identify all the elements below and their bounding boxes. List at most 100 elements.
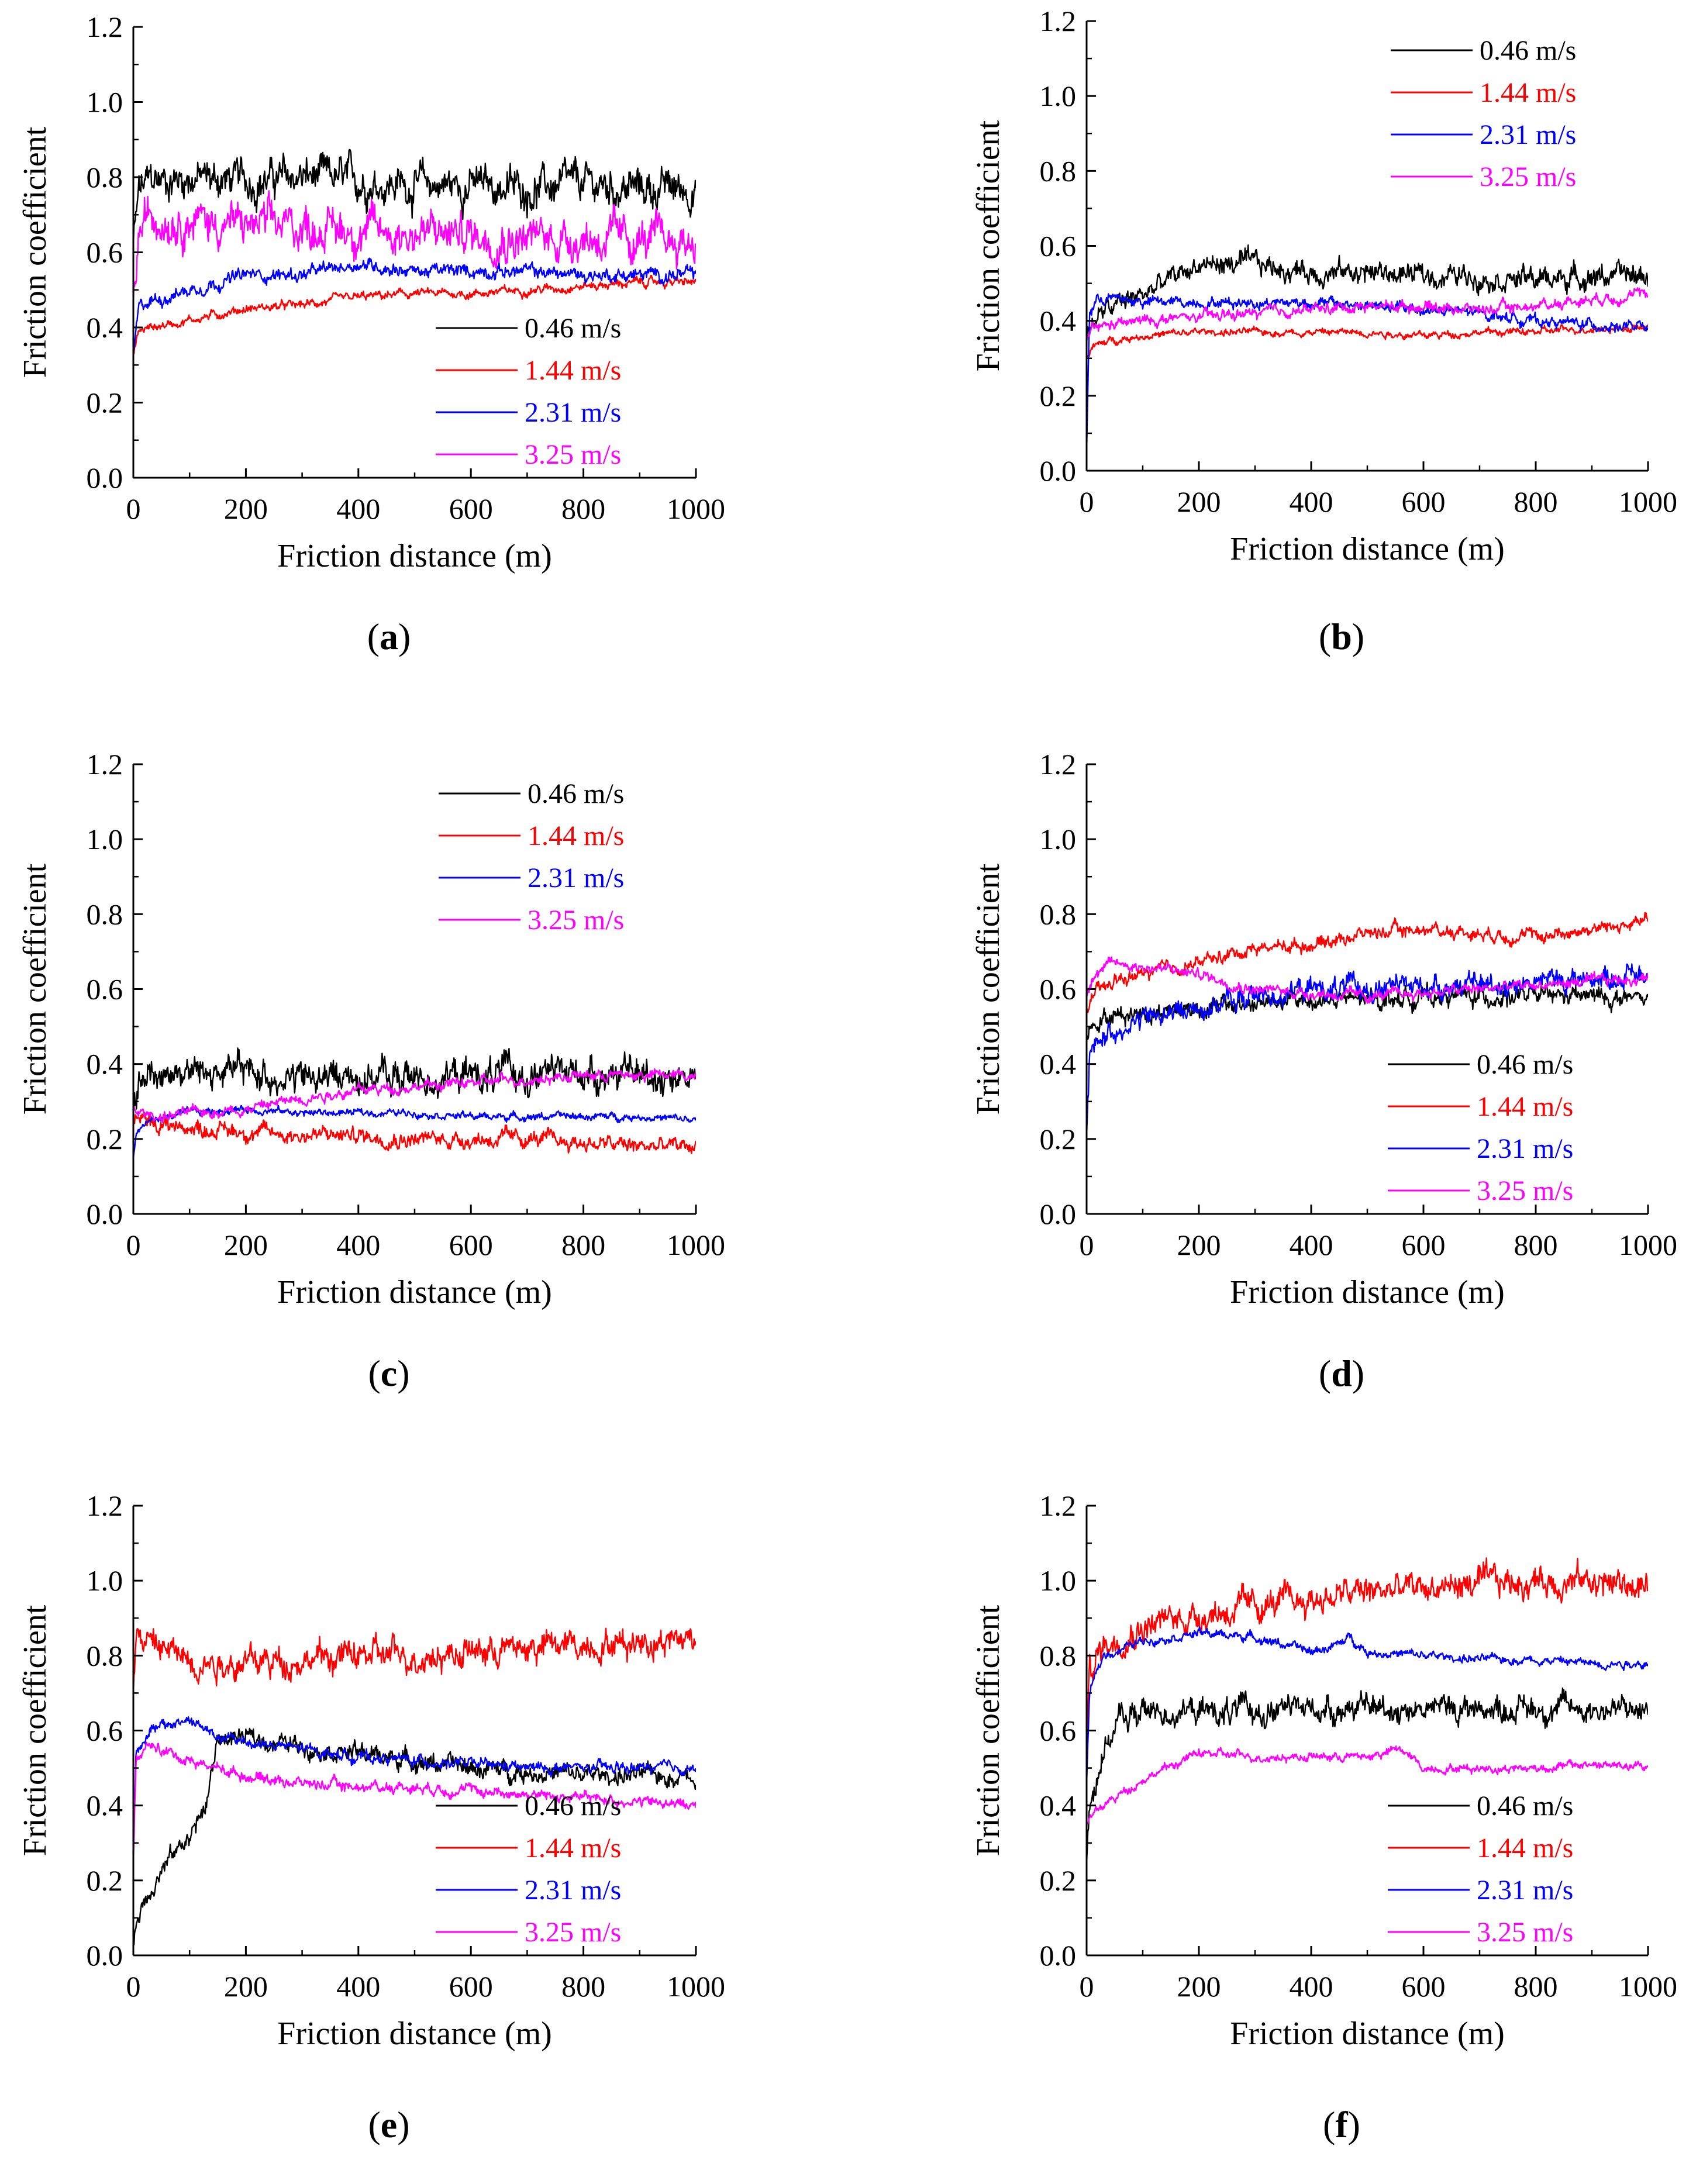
- series-line-0-46-m-s: [1087, 244, 1648, 340]
- series-line-2-31-m-s: [1087, 293, 1648, 454]
- panel-caption: (c): [368, 1353, 409, 1394]
- y-tick-label: 1.2: [1040, 5, 1077, 37]
- x-tick-label: 400: [336, 492, 380, 525]
- y-tick-label: 1.2: [1040, 748, 1077, 781]
- x-axis-title: Friction distance (m): [1230, 2016, 1505, 2052]
- x-tick-label: 400: [336, 1970, 380, 2003]
- y-tick-label: 0.4: [1040, 305, 1077, 337]
- x-tick-label: 0: [126, 1970, 141, 2003]
- legend-label: 2.31 m/s: [528, 862, 624, 893]
- y-tick-label: 1.2: [87, 11, 123, 43]
- legend-label: 0.46 m/s: [525, 1790, 621, 1821]
- series-line-3-25-m-s: [133, 1068, 696, 1123]
- x-tick-label: 200: [224, 1970, 268, 2003]
- y-tick-label: 0.4: [87, 1789, 123, 1822]
- series-line-2-31-m-s: [1087, 963, 1648, 1136]
- legend-label: 1.44 m/s: [525, 355, 621, 386]
- x-tick-label: 0: [126, 1229, 141, 1261]
- y-tick-label: 0.8: [87, 161, 123, 194]
- x-tick-label: 200: [224, 1229, 268, 1261]
- series-line-3-25-m-s: [1087, 1745, 1648, 1826]
- chart-panel-b: 0 200 400 600 800 1000 0.0 0.2 0.4 0.6 0.8 1.0 1.2 Fr…: [970, 5, 1677, 657]
- x-axis-title: Friction distance (m): [1230, 531, 1505, 567]
- series-traces: [133, 149, 696, 354]
- series-line-1-44-m-s: [133, 274, 696, 354]
- legend-label: 1.44 m/s: [1477, 1833, 1573, 1864]
- x-tick-label: 0: [1080, 1229, 1094, 1261]
- legend-label: 0.46 m/s: [1477, 1049, 1573, 1080]
- chart-panel-c: 0 200 400 600 800 1000 0.0 0.2 0.4 0.6 0.8 1.0 1.2 Fr…: [17, 748, 725, 1394]
- chart-panel-f: 0 200 400 600 800 1000 0.0 0.2 0.4 0.6 0.8 1.0 1.2 Fr…: [970, 1489, 1677, 2145]
- legend: 0.46 m/s 1.44 m/s 2.31 m/s 3.25 m/s: [1388, 1049, 1573, 1206]
- y-tick-label: 0.4: [1040, 1048, 1077, 1081]
- x-tick-label: 400: [1290, 485, 1333, 518]
- legend-label: 2.31 m/s: [1477, 1133, 1573, 1164]
- y-axis-title: Friction coefficient: [17, 863, 53, 1115]
- series-traces: [1087, 912, 1648, 1136]
- x-tick-label: 800: [561, 492, 605, 525]
- y-axis-title: Friction coefficient: [17, 126, 53, 378]
- y-tick-label: 0.8: [87, 898, 123, 930]
- x-axis-title: Friction distance (m): [1230, 1274, 1505, 1310]
- series-line-2-31-m-s: [1087, 1626, 1648, 1785]
- y-tick-label: 0.2: [1040, 1864, 1077, 1897]
- y-tick-label: 1.2: [87, 1489, 123, 1522]
- series-line-3-25-m-s: [133, 1741, 696, 1861]
- x-tick-label: 600: [1402, 1970, 1446, 2003]
- legend: 0.46 m/s 1.44 m/s 2.31 m/s 3.25 m/s: [436, 313, 621, 470]
- x-tick-label: 600: [449, 1970, 493, 2003]
- panel-caption: (b): [1319, 616, 1364, 657]
- chart-panel-d: 0 200 400 600 800 1000 0.0 0.2 0.4 0.6 0.8 1.0 1.2 Fr…: [970, 748, 1677, 1394]
- x-tick-label: 0: [1080, 1970, 1094, 2003]
- x-axis-title: Friction distance (m): [277, 538, 552, 574]
- x-tick-label: 800: [1514, 1229, 1558, 1261]
- series-line-3-25-m-s: [1087, 956, 1648, 1004]
- legend-label: 1.44 m/s: [525, 1833, 621, 1864]
- x-tick-label: 600: [1402, 1229, 1446, 1261]
- series-traces: [1087, 1557, 1648, 1863]
- y-tick-label: 0.6: [1040, 973, 1077, 1006]
- y-tick-label: 1.0: [1040, 80, 1077, 112]
- legend-label: 0.46 m/s: [1477, 1790, 1573, 1821]
- x-tick-label: 0: [126, 492, 141, 525]
- legend-label: 1.44 m/s: [1480, 77, 1576, 108]
- y-axis-title: Friction coefficient: [970, 863, 1006, 1115]
- legend-label: 3.25 m/s: [525, 439, 621, 470]
- y-tick-label: 0.0: [87, 461, 123, 494]
- legend-label: 2.31 m/s: [1477, 1875, 1573, 1906]
- series-line-0-46-m-s: [1087, 1687, 1648, 1863]
- x-tick-label: 1000: [667, 1229, 725, 1261]
- panel-caption: (e): [368, 2104, 409, 2145]
- y-tick-label: 1.2: [87, 748, 123, 781]
- x-tick-label: 1000: [1619, 1970, 1677, 2003]
- x-tick-label: 800: [1514, 485, 1558, 518]
- y-tick-label: 1.0: [87, 1564, 123, 1597]
- y-tick-label: 0.0: [87, 1198, 123, 1230]
- legend: 0.46 m/s 1.44 m/s 2.31 m/s 3.25 m/s: [1388, 1790, 1573, 1948]
- y-tick-label: 0.0: [1040, 1939, 1077, 1972]
- legend-label: 3.25 m/s: [1477, 1175, 1573, 1206]
- series-line-1-44-m-s: [1087, 1557, 1648, 1746]
- chart-panel-a: 0 200 400 600 800 1000 0.0 0.2 0.4 0.6 0.8 1.0 1.2 Fr…: [17, 11, 725, 657]
- x-axis-title: Friction distance (m): [277, 2016, 552, 2052]
- y-tick-label: 0.2: [87, 387, 123, 419]
- y-tick-label: 0.4: [87, 311, 123, 344]
- y-tick-label: 1.2: [1040, 1489, 1077, 1522]
- legend-label: 3.25 m/s: [525, 1917, 621, 1948]
- x-tick-label: 200: [224, 492, 268, 525]
- panel-caption: (d): [1319, 1353, 1364, 1394]
- y-tick-label: 0.8: [1040, 154, 1077, 187]
- y-tick-label: 0.0: [1040, 454, 1077, 487]
- series-line-2-31-m-s: [133, 257, 696, 350]
- legend: 0.46 m/s 1.44 m/s 2.31 m/s 3.25 m/s: [1391, 35, 1576, 192]
- series-traces: [1087, 244, 1648, 454]
- x-axis-title: Friction distance (m): [277, 1274, 552, 1310]
- y-tick-label: 0.8: [1040, 1639, 1077, 1672]
- series-line-3-25-m-s: [133, 190, 696, 305]
- series-traces: [133, 1627, 696, 1945]
- y-tick-label: 1.0: [87, 86, 123, 119]
- y-tick-label: 1.0: [87, 823, 123, 855]
- series-line-1-44-m-s: [133, 1112, 696, 1154]
- y-axis-title: Friction coefficient: [970, 120, 1006, 371]
